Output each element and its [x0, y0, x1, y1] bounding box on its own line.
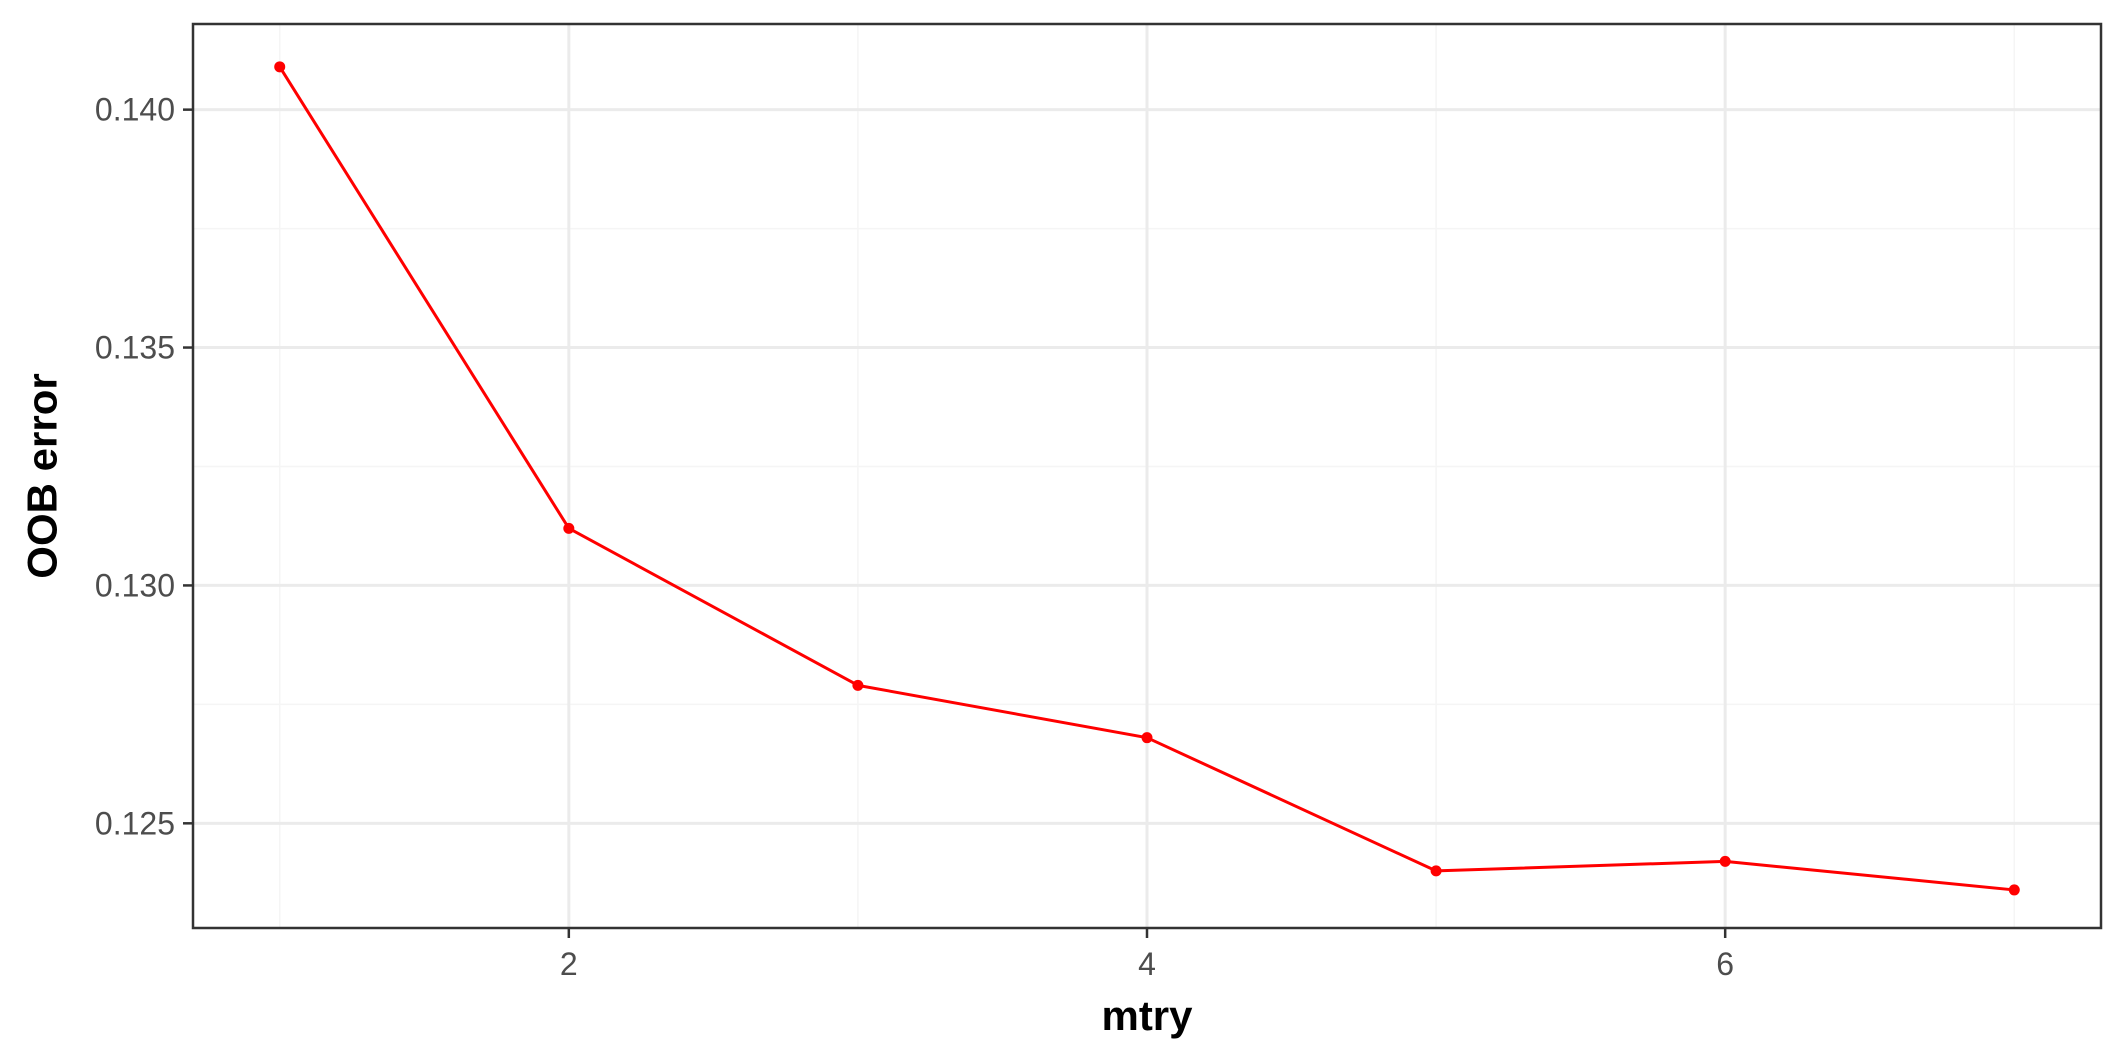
- x-axis: 2 4 6: [560, 928, 1734, 982]
- x-tick-label: 4: [1138, 946, 1156, 982]
- y-tick-label: 0.135: [95, 330, 175, 366]
- data-point: [1719, 855, 1731, 867]
- y-axis-title: OOB error: [19, 373, 66, 578]
- y-tick-label: 0.130: [95, 567, 175, 603]
- data-point: [1141, 732, 1153, 744]
- x-tick-label: 6: [1716, 946, 1734, 982]
- data-point: [274, 61, 286, 73]
- y-axis: 0.125 0.130 0.135 0.140: [95, 92, 193, 841]
- data-point: [2008, 884, 2020, 896]
- major-gridlines: [193, 24, 2101, 928]
- y-tick-label: 0.140: [95, 92, 175, 128]
- x-axis-title: mtry: [1101, 992, 1193, 1039]
- series-layer: [274, 61, 2020, 896]
- y-tick-label: 0.125: [95, 805, 175, 841]
- data-point: [1430, 865, 1442, 877]
- data-point: [563, 522, 575, 534]
- data-point: [852, 679, 864, 691]
- x-tick-label: 2: [560, 946, 578, 982]
